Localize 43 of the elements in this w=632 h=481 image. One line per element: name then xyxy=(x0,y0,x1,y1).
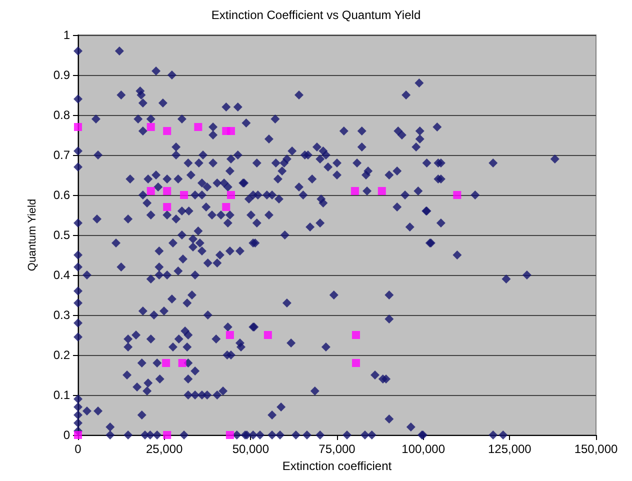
point xyxy=(226,127,235,135)
y-tick-label: 0.8 xyxy=(53,108,70,122)
point xyxy=(226,431,234,439)
point xyxy=(194,123,202,131)
point xyxy=(163,187,172,195)
point xyxy=(178,359,186,367)
point xyxy=(352,359,360,367)
point xyxy=(222,203,230,211)
point xyxy=(378,187,386,195)
chart-title: Extinction Coefficient vs Quantum Yield xyxy=(211,8,421,22)
x-tick-label: 125,000 xyxy=(488,442,532,456)
point xyxy=(264,331,272,339)
point xyxy=(350,187,359,195)
y-tick-label: 1 xyxy=(63,28,70,42)
y-axis-title: Quantum Yield xyxy=(26,198,38,272)
point xyxy=(146,123,155,131)
x-tick-label: 50,000 xyxy=(232,442,270,456)
y-tick-label: 0.1 xyxy=(53,388,70,402)
y-tick-label: 0 xyxy=(63,428,70,442)
y-tick-label: 0.9 xyxy=(53,68,70,82)
y-tick-label: 0.3 xyxy=(53,308,70,322)
point xyxy=(162,359,170,367)
y-tick-label: 0.7 xyxy=(53,148,70,162)
point xyxy=(163,203,172,211)
x-tick-label: 0 xyxy=(74,442,82,456)
point xyxy=(226,191,235,199)
x-tick-label: 100,000 xyxy=(402,442,446,456)
point xyxy=(226,331,234,339)
point xyxy=(453,191,462,199)
point xyxy=(352,331,360,339)
y-tick-label: 0.6 xyxy=(53,188,70,202)
y-tick-label: 0.5 xyxy=(53,228,70,242)
point xyxy=(163,127,172,135)
point xyxy=(146,187,155,195)
y-tick-label: 0.4 xyxy=(53,268,70,282)
point xyxy=(163,431,172,439)
y-tick-label: 0.2 xyxy=(53,348,70,362)
x-tick-label: 75,000 xyxy=(318,442,356,456)
x-tick-label: 25,000 xyxy=(146,442,184,456)
point xyxy=(74,123,82,131)
point xyxy=(180,191,188,199)
x-tick-label: 150,000 xyxy=(574,442,618,456)
x-axis-title: Extinction coefficient xyxy=(282,458,392,473)
